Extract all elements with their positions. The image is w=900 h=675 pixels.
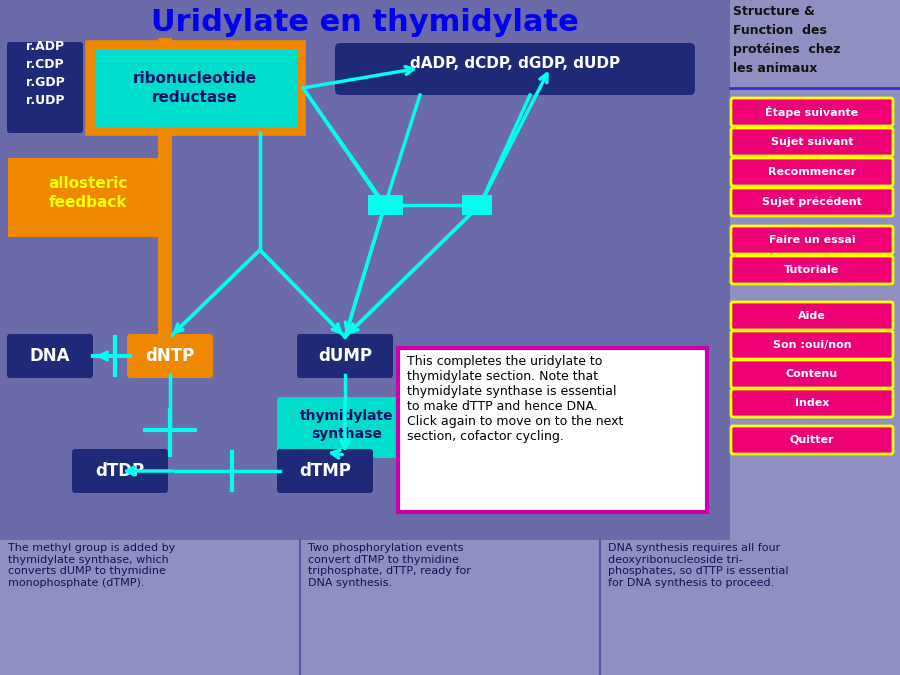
FancyBboxPatch shape <box>368 195 403 215</box>
FancyBboxPatch shape <box>93 48 298 128</box>
Text: Tutoriale: Tutoriale <box>785 265 840 275</box>
Text: Index: Index <box>795 398 829 408</box>
FancyBboxPatch shape <box>277 449 373 493</box>
Text: dADP, dCDP, dGDP, dUDP: dADP, dCDP, dGDP, dUDP <box>410 57 620 72</box>
Bar <box>0 540 900 675</box>
Text: Aide: Aide <box>798 311 826 321</box>
FancyBboxPatch shape <box>8 158 167 237</box>
FancyBboxPatch shape <box>335 43 695 95</box>
FancyBboxPatch shape <box>731 389 893 417</box>
FancyBboxPatch shape <box>731 158 893 186</box>
FancyBboxPatch shape <box>731 256 893 284</box>
Text: This completes the uridylate to
thymidylate section. Note that
thymidylate synth: This completes the uridylate to thymidyl… <box>407 355 624 443</box>
Text: r.ADP
r.CDP
r.GDP
r.UDP: r.ADP r.CDP r.GDP r.UDP <box>25 40 65 107</box>
FancyBboxPatch shape <box>462 195 492 215</box>
Text: Son :oui/non: Son :oui/non <box>773 340 851 350</box>
Text: DNA synthesis requires all four
deoxyribonucleoside tri-
phosphates, so dTTP is : DNA synthesis requires all four deoxyrib… <box>608 543 788 588</box>
Text: Faire un essai: Faire un essai <box>769 235 855 245</box>
FancyBboxPatch shape <box>297 334 393 378</box>
FancyBboxPatch shape <box>731 226 893 254</box>
Text: ribonucleotide
reductase: ribonucleotide reductase <box>133 71 257 105</box>
Text: Recommencer: Recommencer <box>768 167 856 177</box>
FancyBboxPatch shape <box>731 302 893 330</box>
FancyBboxPatch shape <box>731 426 893 454</box>
Text: Contenu: Contenu <box>786 369 838 379</box>
FancyBboxPatch shape <box>731 331 893 359</box>
Text: DNA: DNA <box>30 347 70 365</box>
Text: Structure &
Function  des
protéines  chez
les animaux: Structure & Function des protéines chez … <box>733 5 841 75</box>
Text: thymidylate
synthase: thymidylate synthase <box>301 409 394 441</box>
Text: Two phosphorylation events
convert dTMP to thymidine
triphosphate, dTTP, ready f: Two phosphorylation events convert dTMP … <box>308 543 471 588</box>
Text: dTDP: dTDP <box>95 462 145 480</box>
Bar <box>730 0 900 675</box>
Text: dUMP: dUMP <box>318 347 372 365</box>
FancyBboxPatch shape <box>72 449 168 493</box>
Text: dNTP: dNTP <box>146 347 194 365</box>
FancyBboxPatch shape <box>88 43 303 133</box>
Text: Étape suivante: Étape suivante <box>765 106 859 118</box>
Text: allosteric
feedback: allosteric feedback <box>49 176 128 210</box>
Text: The methyl group is added by
thymidylate synthase, which
converts dUMP to thymid: The methyl group is added by thymidylate… <box>8 543 176 588</box>
FancyBboxPatch shape <box>731 98 893 126</box>
FancyBboxPatch shape <box>731 360 893 388</box>
FancyBboxPatch shape <box>277 397 418 458</box>
Text: Uridylate en thymidylate: Uridylate en thymidylate <box>151 8 579 37</box>
Text: Quitter: Quitter <box>790 435 834 445</box>
FancyBboxPatch shape <box>398 348 707 512</box>
Text: Sujet précédent: Sujet précédent <box>762 196 862 207</box>
FancyBboxPatch shape <box>7 334 93 378</box>
FancyBboxPatch shape <box>731 128 893 156</box>
Text: Sujet suivant: Sujet suivant <box>770 137 853 147</box>
Text: dTMP: dTMP <box>299 462 351 480</box>
FancyBboxPatch shape <box>7 42 83 133</box>
FancyBboxPatch shape <box>731 188 893 216</box>
FancyBboxPatch shape <box>127 334 213 378</box>
